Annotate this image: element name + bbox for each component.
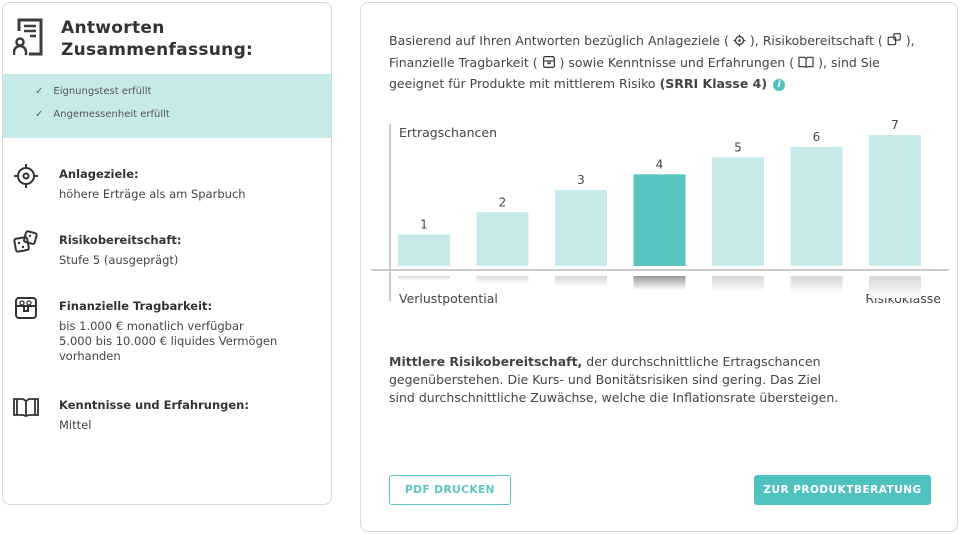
- ertrag-bar-5: [712, 157, 764, 266]
- ertrag-bar-1: [398, 234, 450, 266]
- info-icon[interactable]: i: [773, 78, 786, 91]
- pdf-print-button[interactable]: PDF DRUCKEN: [389, 475, 511, 505]
- verlust-bar-2: [476, 276, 529, 284]
- checks-panel: ✓ Eignungstest erfüllt ✓ Angemessenheit er…: [3, 74, 331, 138]
- treasure-chest-icon: [15, 297, 37, 319]
- section-title: Anlageziele:: [59, 167, 139, 181]
- dice-icon: [13, 230, 38, 253]
- treasure-chest-icon: [542, 55, 556, 75]
- check-icon: ✓: [35, 86, 44, 97]
- bar-label-2: 2: [499, 195, 507, 209]
- section-kenntnisse: Kenntnisse und Erfahrungen: Mittel: [13, 394, 249, 433]
- verlust-bar-7: [869, 276, 921, 298]
- check-item: ✓ Eignungstest erfüllt: [35, 86, 331, 109]
- ertrag-bar-6: [790, 146, 843, 266]
- bar-label-5: 5: [734, 140, 742, 154]
- ertrag-bar-3: [555, 190, 607, 266]
- section-title: Risikobereitschaft:: [59, 233, 182, 247]
- dice-icon: [887, 32, 902, 53]
- verlust-bar-5: [712, 276, 764, 293]
- section-value: bis 1.000 € monatlich verfügbar 5.000 bi…: [59, 319, 278, 363]
- summary-header: Antworten Zusammenfassung:: [13, 17, 253, 61]
- bar-label-3: 3: [577, 173, 585, 187]
- bar-label-6: 6: [813, 130, 821, 144]
- verlust-bar-1: [398, 276, 450, 281]
- book-icon: [13, 398, 39, 417]
- bar-label-4: 4: [656, 157, 664, 171]
- section-tragbarkeit: Finanzielle Tragbarkeit: bis 1.000 € mona…: [13, 295, 299, 364]
- series-label-ertrag: Ertragschancen: [399, 125, 497, 140]
- verlust-bar-6: [790, 276, 843, 295]
- target-icon: [14, 164, 38, 188]
- ertrag-bar-7: [869, 135, 921, 266]
- document-user-icon: [13, 18, 43, 56]
- product-advice-button[interactable]: ZUR PRODUKTBERATUNG: [754, 475, 931, 505]
- srri-class: (SRRI Klasse 4): [659, 76, 768, 91]
- verlust-bar-3: [555, 276, 607, 287]
- summary-card: Antworten Zusammenfassung: ✓ Eignungstest …: [2, 2, 332, 505]
- verlust-bar-4: [633, 276, 686, 291]
- section-anlageziele: Anlageziele: höhere Erträge als am Sparbu…: [13, 163, 246, 202]
- series-label-verlust: Verlustpotential: [399, 291, 498, 306]
- target-icon: [733, 33, 746, 53]
- section-value: Stufe 5 (ausgeprägt): [59, 253, 179, 267]
- bar-label-1: 1: [420, 218, 428, 232]
- risk-chart: Ertragschancen Verlustpotential Risikokl…: [371, 118, 949, 306]
- result-card: Basierend auf Ihren Antworten bezüglich …: [360, 2, 958, 532]
- check-item: ✓ Angemessenheit erfüllt: [35, 109, 331, 132]
- book-icon: [798, 55, 814, 75]
- check-icon: ✓: [35, 109, 44, 120]
- result-intro: Basierend auf Ihren Antworten bezüglich …: [389, 32, 915, 91]
- section-value: Mittel: [59, 418, 92, 432]
- risk-description: Mittlere Risikobereitschaft, der durchsc…: [389, 354, 839, 405]
- section-title: Kenntnisse und Erfahrungen:: [59, 398, 249, 412]
- ertrag-bar-4: [633, 174, 686, 266]
- section-value: höhere Erträge als am Sparbuch: [59, 187, 246, 201]
- section-risikobereitschaft: Risikobereitschaft: Stufe 5 (ausgeprägt): [13, 229, 181, 268]
- bar-label-7: 7: [891, 118, 899, 132]
- ertrag-bar-2: [476, 212, 529, 266]
- section-title: Finanzielle Tragbarkeit:: [59, 299, 213, 313]
- summary-title: Antworten Zusammenfassung:: [61, 18, 254, 60]
